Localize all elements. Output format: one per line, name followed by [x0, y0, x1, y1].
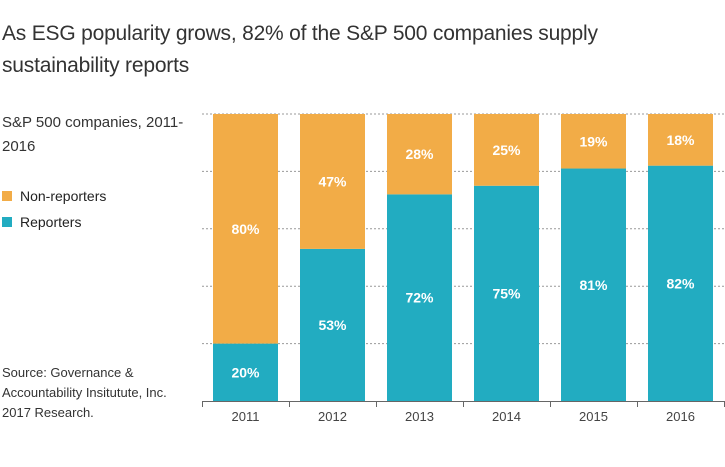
- legend-label-non-reporters: Non-reporters: [20, 188, 107, 204]
- bar-reporters-2016: [648, 165, 713, 401]
- source-note: Source: Governance & Accountability Insi…: [2, 365, 167, 420]
- bar-non-reporters-2016: [648, 114, 713, 166]
- legend-item-non-reporters: Non-reporters: [2, 183, 106, 209]
- bar-non-reporters-2012: [300, 114, 365, 249]
- bar-non-reporters-2014: [474, 114, 539, 186]
- bar-non-reporters-2015: [561, 114, 626, 169]
- bar-reporters-2015: [561, 168, 626, 401]
- legend-swatch-reporters: [2, 217, 12, 227]
- data-label-reporters-2015: 81%: [579, 277, 608, 293]
- bar-non-reporters-2011: [213, 114, 278, 344]
- data-label-reporters-2012: 53%: [318, 317, 347, 333]
- data-label-reporters-2016: 82%: [666, 275, 695, 291]
- legend-swatch-non-reporters: [2, 191, 12, 201]
- data-label-non-reporters-2016: 18%: [666, 132, 695, 148]
- x-tick-label: 2013: [405, 409, 434, 424]
- legend: Non-reporters Reporters: [2, 183, 106, 235]
- x-tick-label: 2011: [232, 409, 260, 424]
- data-label-non-reporters-2011: 80%: [231, 221, 260, 237]
- data-label-non-reporters-2015: 19%: [579, 133, 608, 149]
- data-label-reporters-2013: 72%: [405, 290, 434, 306]
- x-tick-label: 2014: [492, 409, 521, 424]
- bar-reporters-2013: [387, 194, 452, 401]
- x-tick-label: 2015: [579, 409, 608, 424]
- data-label-non-reporters-2012: 47%: [318, 173, 347, 189]
- bar-reporters-2014: [474, 185, 539, 401]
- legend-item-reporters: Reporters: [2, 209, 106, 235]
- bar-non-reporters-2013: [387, 114, 452, 195]
- chart-subtitle: S&P 500 companies, 2011-2016: [2, 114, 184, 155]
- data-label-reporters-2014: 75%: [492, 285, 521, 301]
- x-tick-label: 2016: [666, 409, 695, 424]
- data-label-non-reporters-2013: 28%: [405, 146, 434, 162]
- data-label-non-reporters-2014: 25%: [492, 142, 521, 158]
- x-tick-label: 2012: [318, 409, 347, 424]
- chart-title: As ESG popularity grows, 82% of the S&P …: [2, 22, 598, 77]
- legend-label-reporters: Reporters: [20, 214, 82, 230]
- data-label-reporters-2011: 20%: [231, 364, 260, 380]
- bar-reporters-2011: [213, 343, 278, 401]
- bar-reporters-2012: [300, 248, 365, 401]
